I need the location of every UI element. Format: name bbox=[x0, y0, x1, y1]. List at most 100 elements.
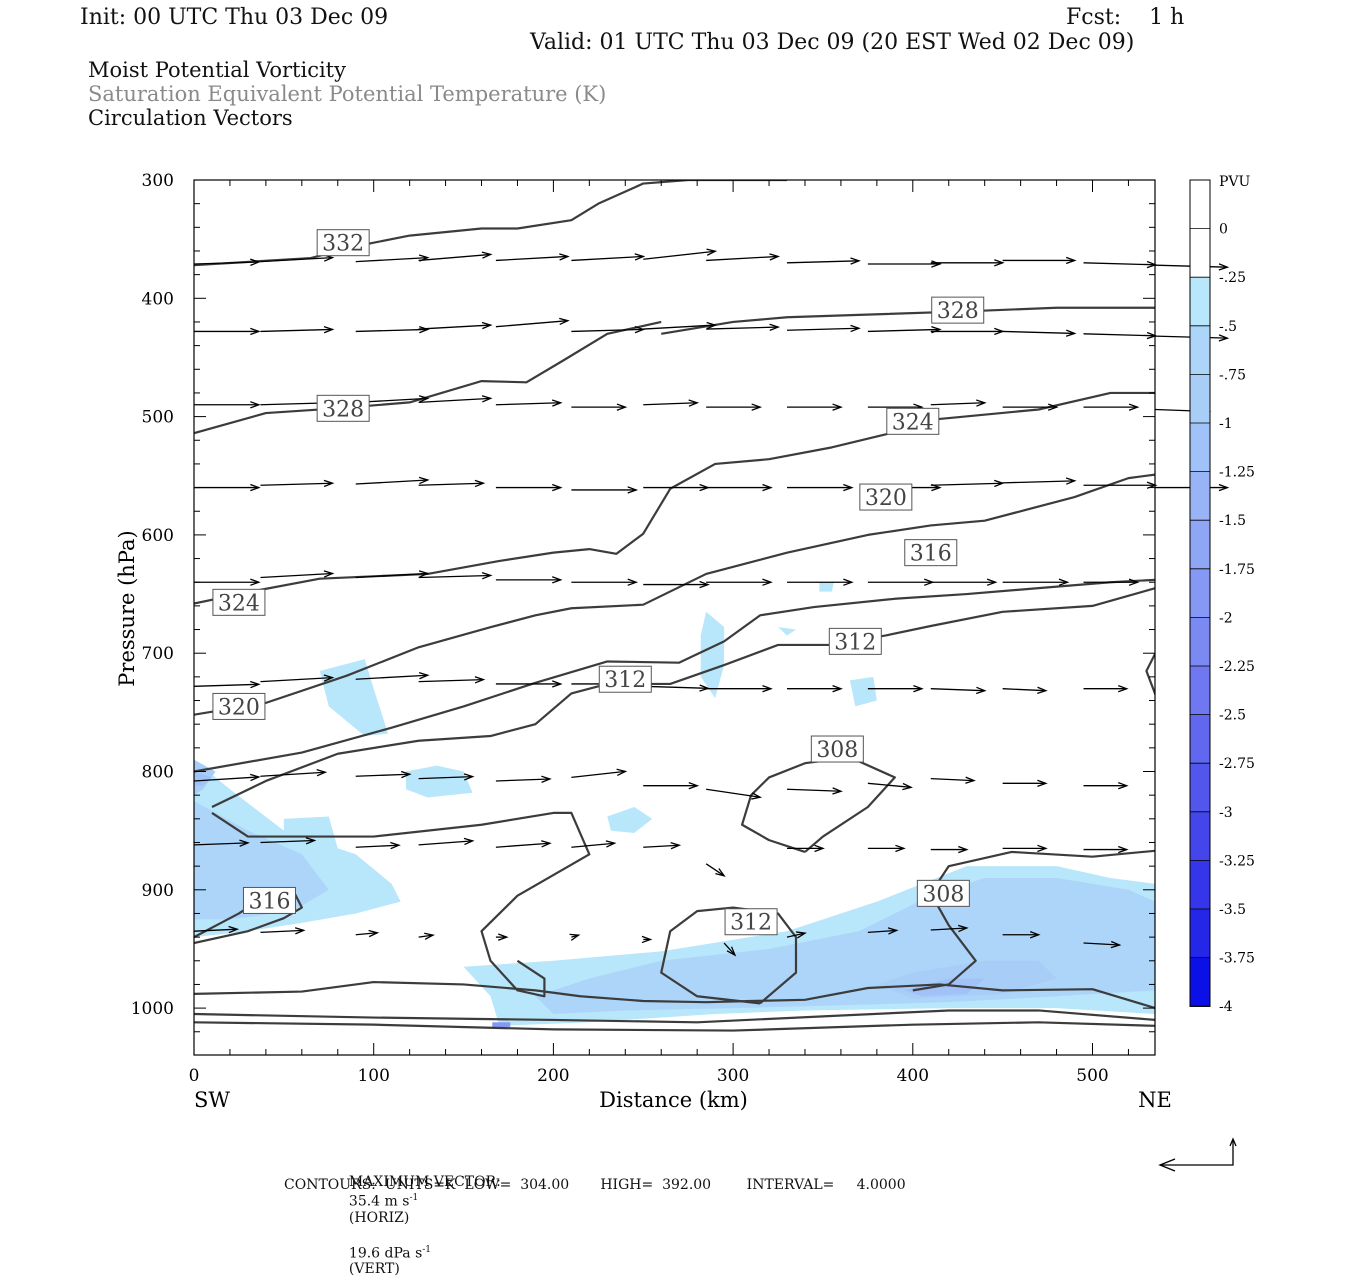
vector-shaft bbox=[418, 253, 491, 262]
circulation-vector bbox=[705, 863, 726, 877]
vector-shaft bbox=[706, 788, 761, 798]
vector-head bbox=[616, 768, 628, 776]
colorbar-tick-label: -2.5 bbox=[1219, 708, 1246, 724]
circulation-vector bbox=[787, 403, 843, 411]
init-time: Init: 00 UTC Thu 03 Dec 09 bbox=[80, 5, 389, 30]
vector-head bbox=[616, 403, 628, 411]
contour-label-box bbox=[242, 886, 296, 914]
contour-label-box bbox=[859, 483, 913, 511]
vector-head bbox=[1118, 684, 1129, 693]
colorbar-tick-label: -2 bbox=[1219, 610, 1233, 626]
x-tick-label: 400 bbox=[897, 1066, 929, 1086]
vector-head bbox=[976, 399, 987, 407]
contour-label-box bbox=[810, 735, 864, 763]
circulation-vector bbox=[1083, 684, 1129, 693]
vector-head bbox=[715, 868, 726, 877]
circulation-vector bbox=[1002, 844, 1048, 853]
vector-shaft bbox=[418, 324, 491, 330]
contour-label: 316 bbox=[904, 539, 958, 567]
vector-shaft bbox=[571, 255, 644, 262]
vector-shaft bbox=[260, 482, 333, 486]
circulation-vector bbox=[643, 248, 718, 260]
circulation-vector bbox=[1002, 779, 1048, 788]
vector-head bbox=[294, 927, 306, 935]
circulation-vector bbox=[867, 684, 924, 693]
vector-head bbox=[481, 321, 493, 330]
circulation-vector bbox=[495, 775, 552, 783]
circulation-vector bbox=[643, 684, 710, 692]
circulation-vector bbox=[786, 257, 861, 265]
colorbar-tick-label: -.75 bbox=[1219, 367, 1246, 383]
contour-label-text: 324 bbox=[892, 410, 934, 435]
x-axis-label: Distance (km) bbox=[599, 1088, 748, 1112]
contour-label-text: 312 bbox=[730, 911, 772, 936]
colorbar-swatch bbox=[1190, 714, 1210, 764]
colorbar-tick-label: -3.5 bbox=[1219, 902, 1246, 918]
circulation-vector bbox=[867, 927, 899, 935]
circulation-vector bbox=[194, 483, 261, 492]
vector-head bbox=[1218, 483, 1230, 492]
theta-es-contour bbox=[1145, 652, 1155, 695]
circulation-vector bbox=[260, 479, 335, 488]
vector-head bbox=[670, 841, 682, 850]
contour-label: 328 bbox=[931, 296, 985, 324]
vector-shaft bbox=[1083, 942, 1120, 946]
sw-endpoint-label: SW bbox=[194, 1088, 230, 1112]
contour-label: 320 bbox=[859, 483, 913, 511]
contour-label-text: 328 bbox=[937, 299, 979, 324]
vector-head bbox=[1218, 334, 1230, 342]
vector-head bbox=[751, 403, 763, 411]
vector-head bbox=[474, 479, 486, 488]
colorbar-swatch bbox=[1190, 909, 1210, 959]
colorbar-swatch bbox=[1190, 374, 1210, 424]
vector-shaft bbox=[786, 932, 806, 938]
colorbar-tick-label: -.5 bbox=[1219, 319, 1237, 335]
vector-head bbox=[850, 257, 861, 265]
colorbar-swatch bbox=[1190, 617, 1210, 667]
vector-head bbox=[323, 674, 335, 682]
vector-shaft bbox=[355, 479, 428, 485]
plot-frame bbox=[193, 179, 1156, 1056]
circulation-vector bbox=[867, 260, 942, 268]
circulation-vector bbox=[418, 572, 493, 580]
vector-head bbox=[832, 403, 843, 411]
circulation-vector bbox=[260, 927, 306, 935]
vector-head bbox=[931, 260, 942, 268]
vector-head bbox=[627, 486, 639, 494]
vector-head bbox=[634, 253, 646, 261]
circulation-vector bbox=[867, 844, 906, 853]
contour-label: 328 bbox=[316, 394, 370, 422]
circulation-vector bbox=[1002, 686, 1048, 695]
vector-shaft bbox=[786, 788, 842, 792]
vector-head bbox=[250, 680, 261, 689]
circulation-vector bbox=[930, 399, 987, 407]
theta-es-contour bbox=[194, 180, 788, 267]
vector-head bbox=[400, 770, 412, 779]
vector-head bbox=[481, 251, 493, 259]
vector-shaft bbox=[495, 778, 550, 782]
colorbar-tick-label: -1.75 bbox=[1219, 562, 1255, 578]
contour-label-text: 320 bbox=[218, 695, 260, 720]
vector-head bbox=[541, 840, 552, 848]
vector-head bbox=[368, 929, 380, 938]
vector-head bbox=[832, 787, 843, 795]
vector-shaft bbox=[355, 328, 428, 333]
circulation-vector bbox=[930, 479, 1005, 488]
colorbar-swatch bbox=[1190, 228, 1210, 278]
circulation-vector bbox=[193, 839, 250, 847]
colorbar-swatch bbox=[1190, 568, 1210, 618]
vector-head bbox=[323, 479, 335, 488]
contour-label-box bbox=[828, 627, 882, 655]
vector-shaft bbox=[495, 255, 568, 262]
vector-head bbox=[887, 927, 899, 935]
vector-shaft bbox=[706, 255, 779, 262]
contour-label-layer: 332 328 328 324 320 316 324 312 312 320 308 316 308 3… bbox=[212, 229, 985, 936]
contour-label-text: 316 bbox=[910, 542, 952, 567]
contour-label: 324 bbox=[886, 407, 940, 435]
circulation-vector bbox=[1083, 331, 1158, 340]
vector-shaft bbox=[193, 261, 259, 265]
contour-label-box bbox=[916, 879, 970, 907]
colorbar-swatch bbox=[1190, 957, 1210, 1007]
vector-head bbox=[418, 476, 430, 485]
vector-head bbox=[902, 782, 913, 791]
